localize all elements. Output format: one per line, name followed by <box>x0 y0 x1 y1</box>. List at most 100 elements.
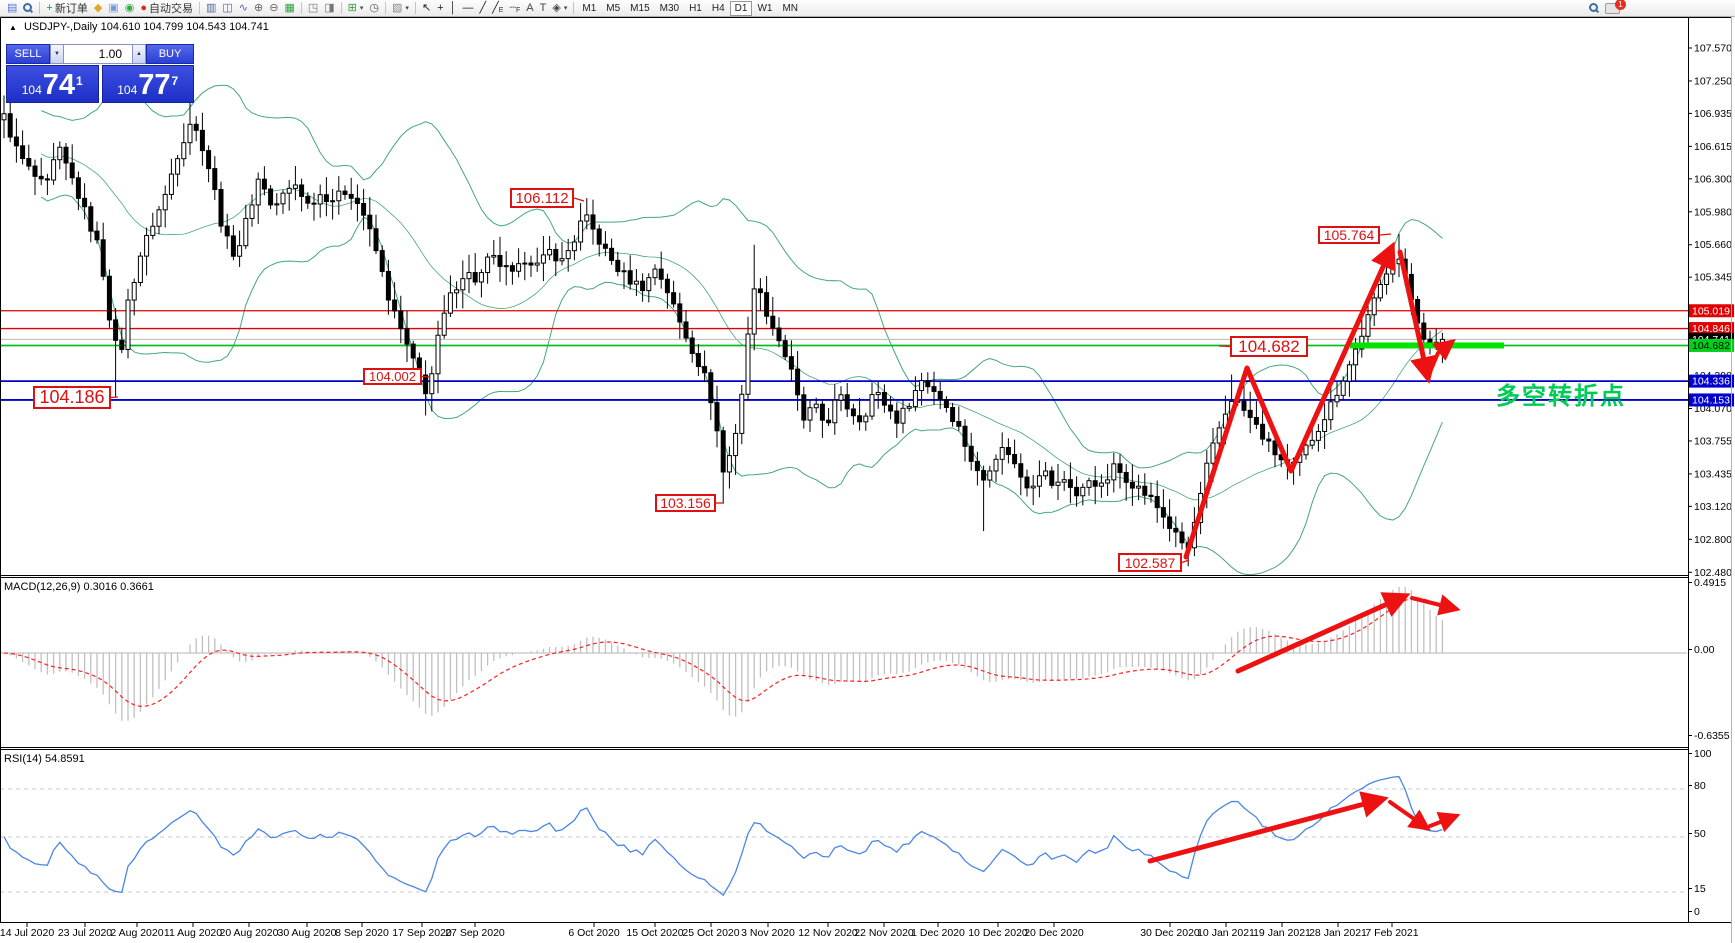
date-label: 11 Aug 2020 <box>164 927 222 939</box>
text-tool-icon[interactable]: A <box>523 1 536 16</box>
arrange-windows-icon: ◨ <box>324 1 335 14</box>
price-label-102.587[interactable]: 102.587 <box>1118 553 1182 572</box>
timeframe-D1[interactable]: D1 <box>729 0 753 16</box>
bollinger-bands-layer <box>40 68 1443 575</box>
price-axis[interactable]: 107.570 107.250 106.935 106.615 106.300 105.9… <box>1688 43 1734 919</box>
new-chart-button[interactable]: ⊞ ▾ <box>345 1 367 16</box>
profiles-icon[interactable]: ▧ ▾ <box>389 1 412 16</box>
buy-price-box[interactable]: 104 77 7 <box>101 65 194 103</box>
sell-price-box[interactable]: 104 74 1 <box>6 65 99 103</box>
date-label: 15 Oct 2020 <box>626 927 683 939</box>
timeframe-M1[interactable]: M1 <box>582 2 597 14</box>
line-chart-icon[interactable]: ∿ <box>236 1 251 16</box>
timeframe-M5[interactable]: M5 <box>606 2 621 14</box>
zoom-in-icon: ⊕ <box>254 1 264 14</box>
price-tick-107.250: 107.250 <box>1694 75 1732 87</box>
candlestick-chart-icon[interactable]: ◫ <box>219 1 235 16</box>
date-label: 7 Feb 2021 <box>1365 927 1418 939</box>
arrange-windows-icon[interactable]: ◨ <box>321 1 337 16</box>
date-label: 27 Sep 2020 <box>445 927 505 939</box>
horizontal-lines-layer[interactable] <box>0 310 1688 401</box>
zoom-out-icon[interactable]: ⊖ <box>266 1 281 16</box>
new-order-button-label: 新订单 <box>54 3 88 15</box>
bar-chart-icon[interactable]: ▥ <box>203 1 219 16</box>
channel-tool-icon[interactable]: ╱ E <box>489 1 506 16</box>
timeframe-M30[interactable]: M30 <box>659 2 680 14</box>
volume-up-button[interactable]: ▲ <box>132 44 146 64</box>
timeframe-M15[interactable]: M15 <box>630 2 650 14</box>
date-label: 12 Nov 2020 <box>798 927 858 939</box>
price-label-106.112[interactable]: 106.112 <box>510 188 574 208</box>
macd-trend-arrows[interactable] <box>1235 592 1461 674</box>
trendline-tool-icon[interactable]: ╱ <box>476 1 489 16</box>
zoom-out-icon: ⊖ <box>269 1 279 14</box>
price-tick-106.615: 106.615 <box>1694 141 1732 153</box>
expert-advisors-icon[interactable]: ▣ <box>105 1 121 16</box>
rsi-label: RSI(14) 54.8591 <box>4 753 85 765</box>
signals-icon[interactable]: ◉ <box>122 1 138 16</box>
price-label-104.682[interactable]: 104.682 <box>1230 336 1308 357</box>
chart-title-line: ▲ USDJPY-,Daily 104.610 104.799 104.543 … <box>9 21 269 33</box>
price-label-104.186[interactable]: 104.186 <box>33 386 111 409</box>
date-label: 28 Jan 2021 <box>1309 927 1367 939</box>
panel-separator-rsi[interactable] <box>0 747 1688 750</box>
fibonacci-tool-icon: ┈ <box>509 1 517 14</box>
buy-button[interactable]: BUY <box>146 44 194 64</box>
profiles-icon-caret[interactable]: ▾ <box>405 5 409 12</box>
price-tick-105.980: 105.980 <box>1694 206 1732 218</box>
date-label: 23 Jul 2020 <box>58 927 112 939</box>
date-label: 1 Dec 2020 <box>911 927 965 939</box>
chart-preview-icon[interactable] <box>20 1 36 16</box>
crosshair-tool-icon[interactable]: + <box>434 1 446 16</box>
rsi-level-50: 50 <box>1694 828 1706 840</box>
timeframe-W1[interactable]: W1 <box>757 2 773 14</box>
autotrading-button[interactable]: ● 自动交易 <box>137 1 196 16</box>
price-label-105.764[interactable]: 105.764 <box>1318 226 1380 244</box>
turning-point-text[interactable]: 多空转折点 <box>1496 383 1626 410</box>
macd-label: MACD(12,26,9) 0.3016 0.3661 <box>4 581 154 593</box>
shapes-tool-icon[interactable]: ◈ ▾ <box>549 1 570 16</box>
metaeditor-icon[interactable]: ◆ <box>91 1 105 16</box>
new-chart-button-caret[interactable]: ▾ <box>359 5 364 12</box>
notification-badge: 1 <box>1615 0 1626 10</box>
cascade-windows-icon[interactable]: ◳ <box>305 1 321 16</box>
date-label: 14 Jul 2020 <box>0 927 54 939</box>
horizontal-line-tool-icon: — <box>462 1 474 14</box>
panel-separator-macd[interactable] <box>0 575 1688 578</box>
clock-icon[interactable]: ◷ <box>366 1 382 16</box>
price-tag-104.153 <box>1689 393 1734 407</box>
clock-icon: ◷ <box>369 1 380 14</box>
price-trend-arrows[interactable] <box>1183 241 1456 560</box>
zoom-in-icon[interactable]: ⊕ <box>251 1 266 16</box>
cursor-tool-icon[interactable]: ↖ <box>419 1 434 16</box>
rsi-trend-arrows[interactable] <box>1147 791 1461 864</box>
collapse-one-click-icon[interactable]: ▲ <box>9 23 17 32</box>
metaeditor-icon: ◆ <box>93 1 103 14</box>
cascade-windows-icon: ◳ <box>307 1 319 14</box>
price-label-103.156[interactable]: 103.156 <box>655 494 716 512</box>
tile-windows-icon: ▦ <box>284 1 295 14</box>
horizontal-line-tool-icon[interactable]: — <box>459 1 476 16</box>
sell-button[interactable]: SELL <box>6 44 50 64</box>
volume-down-button[interactable]: ▼ <box>50 44 64 64</box>
price-tag-104.846 <box>1689 322 1734 336</box>
vertical-line-tool-icon[interactable]: │ <box>447 1 460 16</box>
shapes-tool-icon-caret[interactable]: ▾ <box>563 5 568 12</box>
volume-input[interactable]: 1.00 <box>64 44 132 64</box>
tile-windows-icon[interactable]: ▦ <box>281 1 297 16</box>
price-tick-105.345: 105.345 <box>1694 272 1732 284</box>
search-button[interactable] <box>1586 1 1602 16</box>
timeframe-H4[interactable]: H4 <box>711 2 725 14</box>
notifications-button[interactable]: 1 <box>1602 0 1631 16</box>
price-label-104.002[interactable]: 104.002 <box>363 368 422 385</box>
support-zone-band[interactable] <box>1350 342 1504 349</box>
new-order-button[interactable]: + 新订单 <box>43 1 90 16</box>
text-label-tool-icon[interactable]: T <box>537 1 550 16</box>
market-watch-icon[interactable]: ▤ <box>4 1 20 16</box>
timeframe-MN[interactable]: MN <box>782 2 799 14</box>
timeframe-H1[interactable]: H1 <box>689 2 702 14</box>
fibonacci-tool-icon[interactable]: ┈ F <box>506 1 523 16</box>
cursor-tool-icon: ↖ <box>421 1 432 14</box>
